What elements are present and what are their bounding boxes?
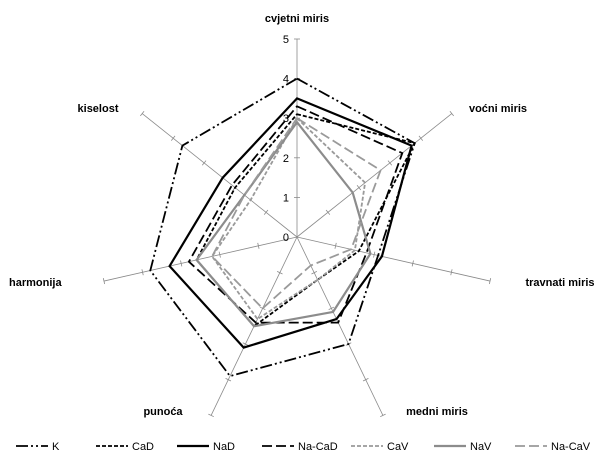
series-nad bbox=[168, 97, 413, 349]
axis-tick bbox=[450, 269, 453, 276]
legend-label: K bbox=[52, 441, 60, 453]
legend: K CaD NaD Na-CaD CaV NaV Na-CaV bbox=[16, 441, 591, 453]
series-cav bbox=[210, 116, 367, 321]
axis-label: voćni miris bbox=[469, 103, 527, 115]
axis-tick bbox=[325, 209, 331, 215]
series-nav bbox=[195, 120, 372, 328]
axis-label: medni miris bbox=[406, 406, 468, 418]
axis-tick bbox=[380, 413, 386, 418]
axis-tick bbox=[218, 251, 221, 258]
axis-tick bbox=[449, 110, 454, 117]
axis-tick bbox=[356, 185, 362, 191]
axis-tick bbox=[488, 278, 492, 285]
axis-label: travnati miris bbox=[525, 277, 594, 289]
series-cad bbox=[195, 113, 417, 328]
axis-tick bbox=[141, 269, 144, 276]
axis-label: kiselost bbox=[78, 103, 119, 115]
tick-label: 1 bbox=[283, 192, 289, 204]
axis-tick bbox=[140, 110, 145, 117]
tick-label: 5 bbox=[283, 34, 289, 46]
axis-tick bbox=[263, 209, 269, 215]
axis-tick bbox=[418, 135, 424, 141]
axis-label: punoća bbox=[143, 406, 183, 418]
labels-layer: 0 1 2 3 4 5 cvjetni miris voćni miris travnati m… bbox=[9, 13, 595, 418]
axis-tick bbox=[180, 260, 183, 267]
tick-label: 0 bbox=[283, 232, 289, 244]
legend-label: CaV bbox=[387, 441, 409, 453]
series-k bbox=[149, 77, 416, 378]
tick-label: 3 bbox=[283, 113, 289, 125]
axis-tick bbox=[311, 271, 318, 275]
axis-tick bbox=[328, 306, 335, 311]
axis-tick bbox=[102, 278, 106, 285]
axis-tick bbox=[201, 160, 207, 166]
axis-tick bbox=[411, 260, 414, 267]
axis-tick bbox=[170, 135, 176, 141]
axis-line bbox=[296, 236, 491, 282]
legend-label: CaD bbox=[132, 441, 154, 453]
tick-label: 2 bbox=[283, 153, 289, 165]
axis-label: harmonija bbox=[9, 277, 62, 289]
axis-tick bbox=[387, 160, 393, 166]
axis-label: cvjetni miris bbox=[265, 13, 329, 25]
legend-label: NaD bbox=[213, 441, 235, 453]
axis-line bbox=[296, 236, 384, 416]
series-na-cav bbox=[210, 116, 382, 310]
axis-tick bbox=[276, 271, 283, 275]
axis-tick bbox=[373, 251, 376, 258]
legend-label: Na-CaD bbox=[298, 441, 338, 453]
axis-tick bbox=[208, 413, 214, 418]
axis-line bbox=[296, 113, 453, 238]
axis-line bbox=[103, 236, 298, 282]
legend-label: NaV bbox=[470, 441, 492, 453]
axes-layer bbox=[102, 38, 492, 418]
axis-line bbox=[141, 113, 298, 238]
axis-tick bbox=[362, 378, 369, 382]
series-na-cad bbox=[187, 105, 404, 324]
axis-tick bbox=[257, 242, 260, 249]
tick-label: 4 bbox=[283, 74, 289, 86]
series-layer bbox=[149, 77, 417, 378]
axis-tick bbox=[242, 342, 249, 346]
axis-tick bbox=[225, 378, 232, 382]
axis-tick bbox=[259, 306, 266, 311]
axis-tick bbox=[334, 242, 337, 249]
legend-label: Na-CaV bbox=[551, 441, 591, 453]
